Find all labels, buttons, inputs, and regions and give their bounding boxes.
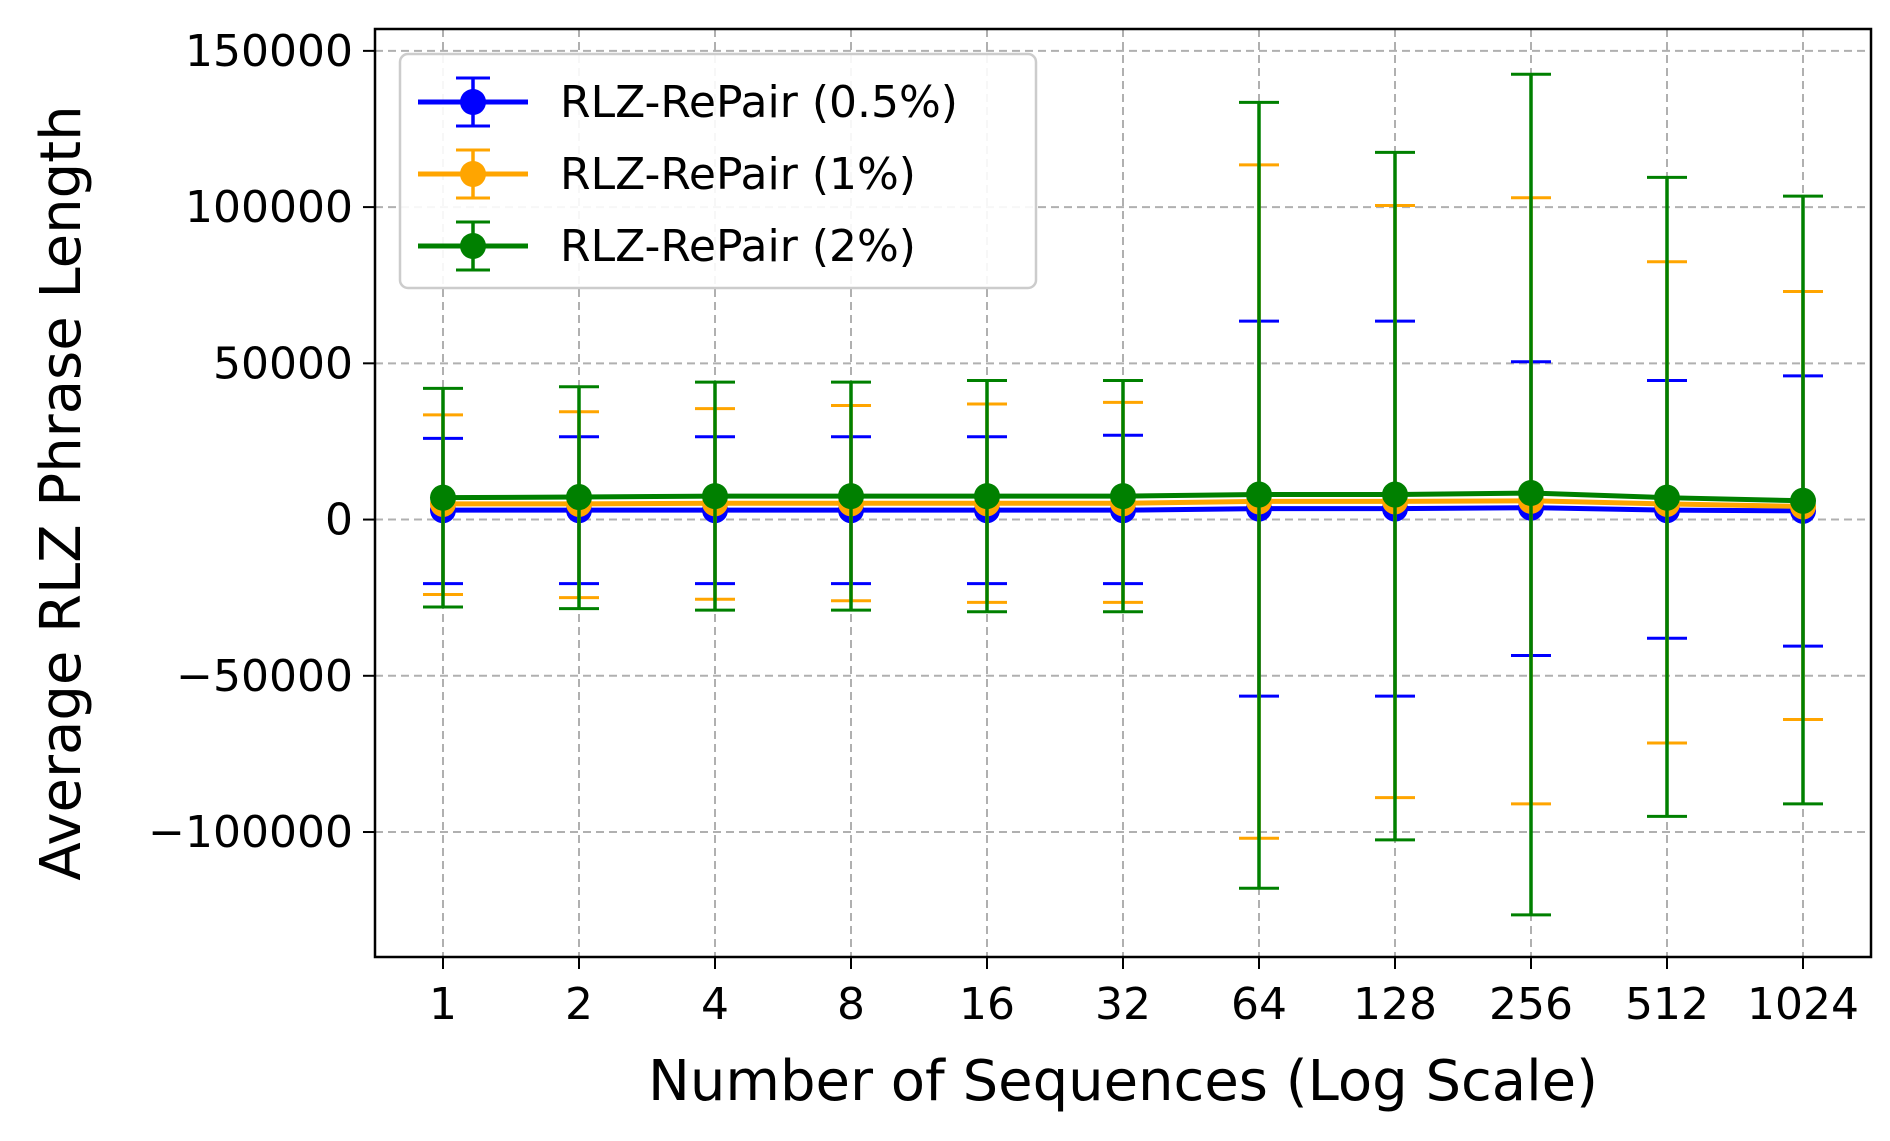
- x-tick-label: 32: [1095, 979, 1151, 1030]
- y-tick-label: 50000: [213, 338, 353, 389]
- x-tick-label: 4: [701, 979, 729, 1030]
- data-point: [1382, 481, 1408, 508]
- series-2: [423, 72, 1823, 917]
- x-tick-label: 1024: [1747, 979, 1859, 1030]
- data-point: [430, 484, 456, 511]
- data-point: [1110, 483, 1136, 510]
- legend: RLZ-RePair (0.5%) RLZ-RePair (1%) RLZ-RePa…: [398, 52, 1038, 290]
- legend-entry-2: RLZ-RePair (2%): [418, 220, 916, 272]
- data-point: [702, 483, 728, 510]
- legend-label: RLZ-RePair (2%): [560, 221, 916, 272]
- x-tick-label: 64: [1231, 979, 1287, 1030]
- legend-frame: [398, 52, 1038, 290]
- data-point: [1246, 481, 1272, 508]
- legend-marker: [460, 233, 486, 259]
- x-tick-label: 2: [565, 979, 593, 1030]
- x-axis-title: Number of Sequences (Log Scale): [648, 1049, 1598, 1114]
- legend-marker: [460, 89, 486, 115]
- data-point: [1654, 484, 1680, 511]
- x-tick-label: 128: [1353, 979, 1437, 1030]
- x-tick-label: 256: [1489, 979, 1573, 1030]
- x-tick-label: 8: [837, 979, 865, 1030]
- legend-label: RLZ-RePair (0.5%): [560, 77, 958, 128]
- y-tick-label: 0: [325, 495, 353, 546]
- y-axis-title: Average RLZ Phrase Length: [29, 105, 94, 880]
- x-tick-label: 1: [429, 979, 457, 1030]
- y-tick-label: −50000: [176, 651, 353, 702]
- data-point: [1518, 480, 1544, 506]
- data-point: [566, 484, 592, 511]
- y-tick-label: 100000: [185, 182, 353, 233]
- legend-entry-0: RLZ-RePair (0.5%): [418, 76, 958, 128]
- ticks: 1 2 4 8 16 32 64 128 256 512 1024 150000 100000 50000…: [148, 26, 1859, 1030]
- legend-marker: [460, 161, 486, 187]
- data-point: [1790, 487, 1816, 514]
- data-point: [838, 483, 864, 510]
- legend-label: RLZ-RePair (1%): [560, 149, 916, 200]
- data-point: [974, 483, 1000, 510]
- series-group: [423, 72, 1823, 917]
- x-tick-label: 512: [1625, 979, 1709, 1030]
- y-tick-label: 150000: [185, 26, 353, 77]
- y-tick-label: −100000: [148, 807, 353, 858]
- x-tick-label: 16: [959, 979, 1015, 1030]
- legend-entry-1: RLZ-RePair (1%): [418, 148, 916, 200]
